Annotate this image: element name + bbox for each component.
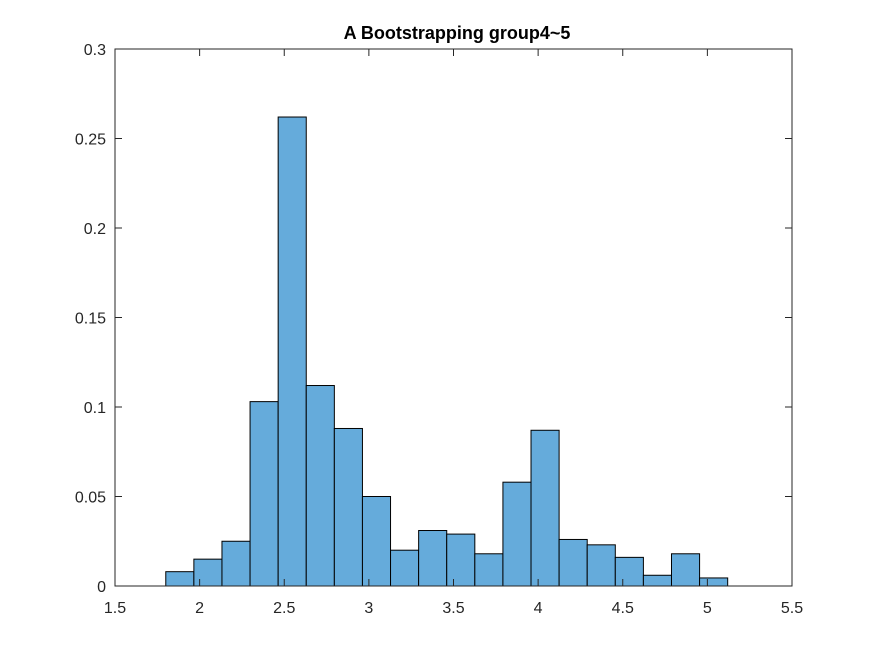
y-tick-label: 0.3	[84, 42, 106, 59]
x-tick-label: 1.5	[104, 600, 126, 617]
histogram-bar	[586, 544, 616, 587]
histogram-bar	[530, 429, 560, 587]
x-tick-label: 4	[534, 600, 543, 617]
histogram-bar	[642, 574, 672, 587]
y-axis-ticks: 0 0.05 0.1 0.15 0.2 0.25 0.3	[75, 42, 792, 596]
x-axis-ticks: 1.5 2 2.5 3 3.5 4 4.5 5 5.5	[104, 49, 803, 617]
histogram-bar	[474, 553, 504, 587]
histogram-bar	[249, 401, 279, 587]
x-tick-label: 3	[364, 600, 373, 617]
y-tick-label: 0.05	[75, 490, 106, 507]
histogram-bar	[221, 540, 251, 587]
x-tick-label: 4.5	[612, 600, 634, 617]
histogram-bar	[277, 116, 307, 587]
histogram-bar	[502, 481, 532, 587]
histogram-bar	[390, 549, 420, 587]
histogram-bar	[699, 577, 729, 587]
x-tick-label: 2	[195, 600, 204, 617]
histogram-bar	[305, 385, 335, 587]
y-tick-label: 0.15	[75, 311, 106, 328]
histogram-bar	[361, 496, 392, 587]
bars-group	[165, 116, 729, 587]
y-tick-label: 0.2	[84, 221, 106, 238]
x-tick-label: 5.5	[781, 600, 803, 617]
histogram-bar	[418, 530, 448, 587]
histogram-bar	[446, 533, 476, 587]
x-tick-label: 3.5	[442, 600, 464, 617]
histogram-bar	[558, 538, 588, 587]
histogram-bar	[670, 553, 701, 587]
histogram-bar	[614, 556, 644, 587]
y-tick-label: 0.25	[75, 132, 106, 149]
histogram-bar	[165, 571, 195, 587]
y-tick-label: 0	[97, 579, 106, 596]
x-tick-label: 2.5	[273, 600, 295, 617]
y-tick-label: 0.1	[84, 400, 106, 417]
histogram-bar	[333, 427, 363, 587]
chart-title: A Bootstrapping group4~5	[344, 23, 571, 43]
histogram-bar	[193, 558, 223, 587]
x-tick-label: 5	[703, 600, 712, 617]
